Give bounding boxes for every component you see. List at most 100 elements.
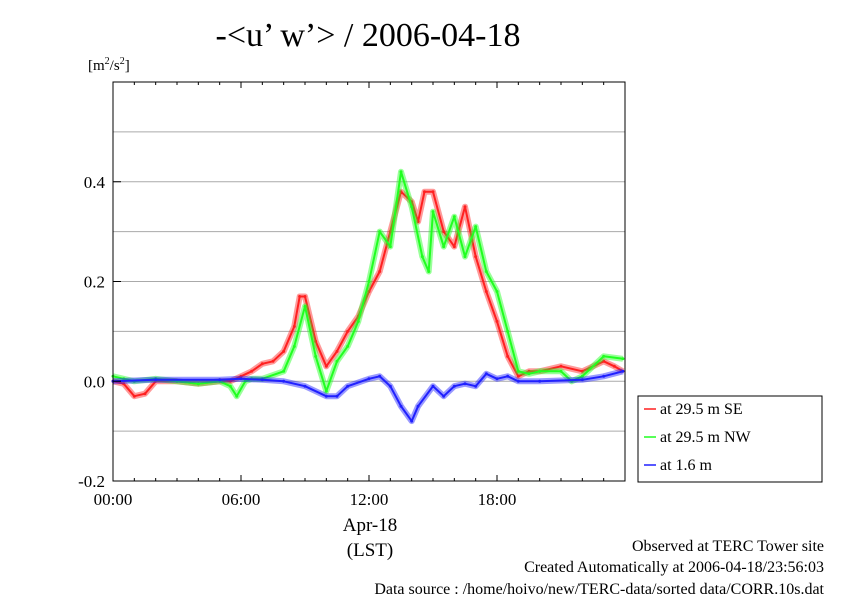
data-point <box>463 382 467 386</box>
data-point <box>335 394 339 398</box>
data-point <box>132 394 136 398</box>
data-point <box>484 270 488 274</box>
data-point <box>506 354 510 358</box>
chart-title: -<u’ w’> / 2006-04-18 <box>216 17 521 54</box>
data-point <box>410 419 414 423</box>
data-point <box>324 364 328 368</box>
footer-observed: Observed at TERC Tower site <box>632 538 824 555</box>
data-point <box>506 374 510 378</box>
data-point <box>420 255 424 259</box>
data-point <box>346 329 350 333</box>
data-point <box>378 270 382 274</box>
footer-created: Created Automatically at 2006-04-18/23:5… <box>524 559 824 576</box>
data-point <box>122 377 126 381</box>
data-point <box>399 190 403 194</box>
data-point <box>559 364 563 368</box>
data-point <box>196 382 200 386</box>
legend-label-1: at 29.5 m NW <box>660 429 752 446</box>
data-point <box>314 339 318 343</box>
x-axis-label: (LST) <box>347 540 393 561</box>
x-axis-date: Apr-18 <box>343 515 398 536</box>
data-point <box>292 344 296 348</box>
y-axis-unit: [m2/s2] <box>88 56 130 74</box>
data-point <box>271 359 275 363</box>
data-point <box>346 344 350 348</box>
data-point <box>621 369 625 373</box>
data-point <box>239 374 243 378</box>
data-point <box>154 378 158 382</box>
y-tick-label: 0.4 <box>84 173 106 192</box>
data-point <box>495 319 499 323</box>
x-tick-label: 00:00 <box>94 490 133 509</box>
data-point <box>452 384 456 388</box>
data-point <box>506 329 510 333</box>
data-point <box>303 384 307 388</box>
data-point <box>416 220 420 224</box>
data-point <box>422 190 426 194</box>
legend-label-2: at 1.6 m <box>660 457 713 474</box>
y-tick-label: -0.2 <box>78 472 105 491</box>
data-point <box>580 369 584 373</box>
data-point <box>324 394 328 398</box>
data-point <box>484 372 488 376</box>
data-point <box>463 255 467 259</box>
data-point <box>250 369 254 373</box>
data-point <box>442 230 446 234</box>
gridlines <box>113 131 625 432</box>
data-point <box>452 215 456 219</box>
data-point <box>346 384 350 388</box>
data-point <box>260 362 264 366</box>
data-point <box>356 319 360 323</box>
data-point <box>235 394 239 398</box>
data-point <box>416 404 420 408</box>
data-point <box>427 270 431 274</box>
data-point <box>484 289 488 293</box>
data-point <box>143 392 147 396</box>
data-point <box>474 255 478 259</box>
data-point <box>602 359 606 363</box>
data-point <box>621 357 625 361</box>
data-point <box>228 379 232 383</box>
x-tick-label: 18:00 <box>478 490 517 509</box>
data-point <box>612 364 616 368</box>
data-point <box>122 382 126 386</box>
data-point <box>303 304 307 308</box>
y-tick-label: 0.2 <box>84 273 105 292</box>
series-group <box>111 168 625 425</box>
data-point <box>335 349 339 353</box>
data-point <box>431 384 435 388</box>
data-point <box>516 374 520 378</box>
data-point <box>452 245 456 249</box>
data-point <box>527 372 531 376</box>
data-point <box>516 379 520 383</box>
footer-source: Data source : /home/hoivo/new/TERC-data/… <box>374 581 824 595</box>
data-point <box>282 379 286 383</box>
data-point <box>388 245 392 249</box>
data-point <box>228 384 232 388</box>
data-point <box>388 230 392 234</box>
data-point <box>388 384 392 388</box>
data-point <box>602 354 606 358</box>
data-point <box>442 245 446 249</box>
data-point <box>399 170 403 174</box>
data-point <box>474 384 478 388</box>
data-point <box>442 394 446 398</box>
data-point <box>538 369 542 373</box>
data-point <box>431 190 435 194</box>
data-point <box>538 379 542 383</box>
data-point <box>303 294 307 298</box>
data-point <box>314 354 318 358</box>
axis-ticks: -0.2 0.0 0.2 0.4 00:00 06:00 12:00 18:00 <box>78 82 626 509</box>
data-point <box>378 374 382 378</box>
data-point <box>559 369 563 373</box>
data-point <box>367 289 371 293</box>
y-tick-label: 0.0 <box>84 372 105 391</box>
data-point <box>474 225 478 229</box>
data-point <box>367 377 371 381</box>
data-point <box>516 369 520 373</box>
data-point <box>495 289 499 293</box>
data-point <box>495 377 499 381</box>
x-tick-label: 12:00 <box>350 490 389 509</box>
